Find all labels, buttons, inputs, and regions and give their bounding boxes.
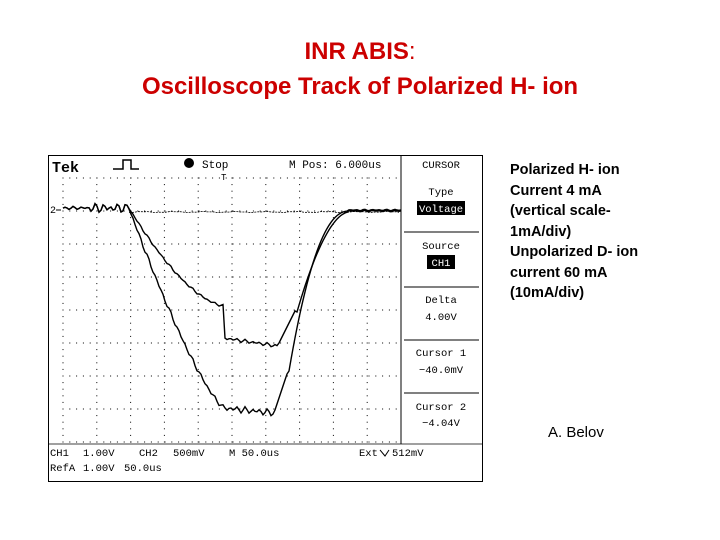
ref-time: 50.0us <box>124 463 162 475</box>
slide-title-line2: Oscilloscope Track of Polarized H- ion <box>141 73 579 100</box>
ch2-scale: 500mV <box>173 448 205 460</box>
timebase-label: M 50.0us <box>229 448 279 460</box>
source-value: CH1 <box>432 258 451 270</box>
type-value: Voltage <box>419 204 463 216</box>
delta-label: Delta <box>425 295 457 307</box>
description-line: (vertical scale- <box>510 203 611 219</box>
type-value-box[interactable] <box>417 201 465 215</box>
ch1-label: CH1 <box>50 448 69 460</box>
delta-value: 4.00V <box>425 312 457 324</box>
description-line: (10mA/div) <box>510 285 585 301</box>
cursor2-label[interactable]: Cursor 2 <box>416 402 466 414</box>
oscilloscope-screenshot: Tek Stop M Pos: 6.000us T 2 CURSOR Type … <box>48 155 483 482</box>
polarized-h-ion-trace <box>62 202 402 348</box>
title-prefix: INR ABIS <box>304 38 409 65</box>
trigger-edge-icon <box>113 159 139 170</box>
ref-label: RefA <box>50 463 76 475</box>
m-pos-label: M Pos: 6.000us <box>289 160 381 172</box>
ch2-label: CH2 <box>139 448 158 460</box>
ref-scale: 1.00V <box>83 463 115 475</box>
description-line: Current 4 mA <box>510 182 602 199</box>
oscilloscope-display: Tek Stop M Pos: 6.000us T 2 CURSOR Type … <box>49 156 482 475</box>
description-text: Polarized H- ion Current 4 mA (vertical … <box>510 160 690 304</box>
brand-label: Tek <box>52 160 79 177</box>
graticule <box>62 177 402 443</box>
title-colon: : <box>408 38 416 65</box>
source-value-box[interactable] <box>427 255 455 269</box>
ch1-scale: 1.00V <box>83 448 115 460</box>
description-line: Unpolarized D- ion <box>510 244 639 260</box>
ch1-ground-marker: 2 <box>50 206 56 217</box>
cursor1-label[interactable]: Cursor 1 <box>416 348 466 360</box>
type-label[interactable]: Type <box>428 187 453 199</box>
author-name: A. Belov <box>548 424 604 441</box>
cursor2-value: −4.04V <box>422 418 461 430</box>
trigger-level: 512mV <box>392 448 424 460</box>
falling-edge-icon <box>379 449 390 457</box>
cursor-menu-panel: CURSOR Type Voltage Source CH1 Delta 4.0… <box>400 156 479 444</box>
run-state-label: Stop <box>202 160 228 172</box>
unpolarized-d-ion-trace <box>62 202 402 417</box>
reference-trace <box>128 210 400 214</box>
trigger-source: Ext <box>359 448 378 460</box>
menu-header: CURSOR <box>422 160 461 172</box>
description-line: current 60 mA <box>510 264 608 281</box>
description-line: 1mA/div) <box>510 223 572 240</box>
trigger-position-marker: T <box>221 173 227 183</box>
description-line: Polarized H- ion <box>510 162 620 178</box>
run-state-dot <box>184 158 194 168</box>
source-label[interactable]: Source <box>422 241 460 253</box>
slide-title-line1: INR ABIS: <box>0 35 720 69</box>
cursor1-value: −40.0mV <box>419 365 464 377</box>
